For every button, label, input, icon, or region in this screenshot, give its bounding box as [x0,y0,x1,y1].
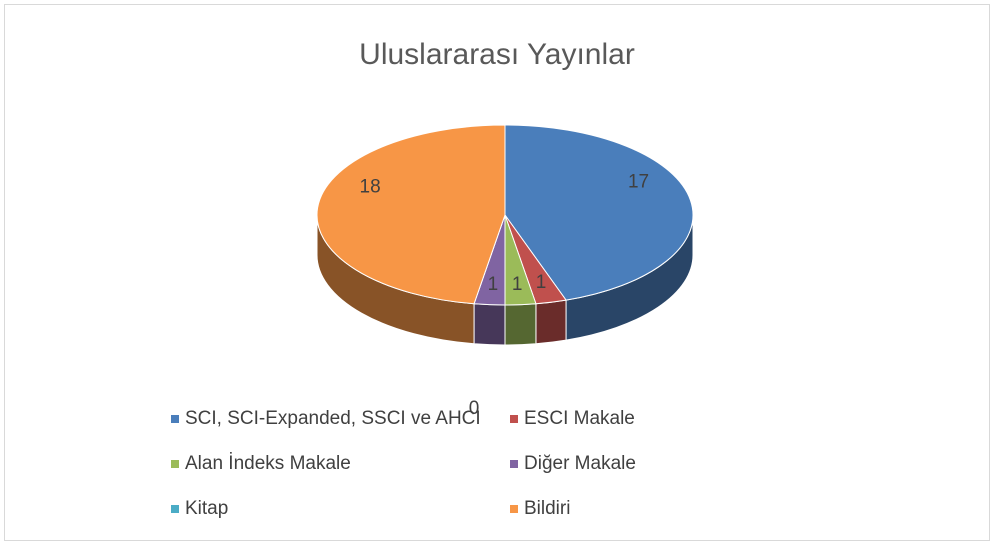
pie-wall [535,299,567,345]
data-label: 0 [469,398,480,419]
legend-label: Diğer Makale [524,453,636,474]
pie-slice [316,124,506,305]
legend-swatch [171,505,179,513]
legend-label: Alan İndeks Makale [185,453,351,474]
legend-swatch [510,415,518,423]
pie-wall [504,303,537,346]
pie-slice [504,124,694,301]
data-label: 17 [628,171,649,192]
legend-swatch [510,460,518,468]
chart-title: Uluslararası Yayınlar [359,38,635,71]
legend-swatch [171,415,179,423]
data-label: 18 [360,177,381,198]
pie-wall [473,303,506,346]
legend-label: Bildiri [524,498,570,519]
legend-swatch [510,505,518,513]
legend-label: ESCI Makale [524,408,635,429]
legend-label: SCI, SCI-Expanded, SSCI ve AHCI [185,408,481,429]
legend-swatch [171,460,179,468]
legend-label: Kitap [185,498,228,519]
data-label: 1 [512,274,523,295]
data-label: 1 [488,274,499,295]
data-label: 1 [536,272,547,293]
